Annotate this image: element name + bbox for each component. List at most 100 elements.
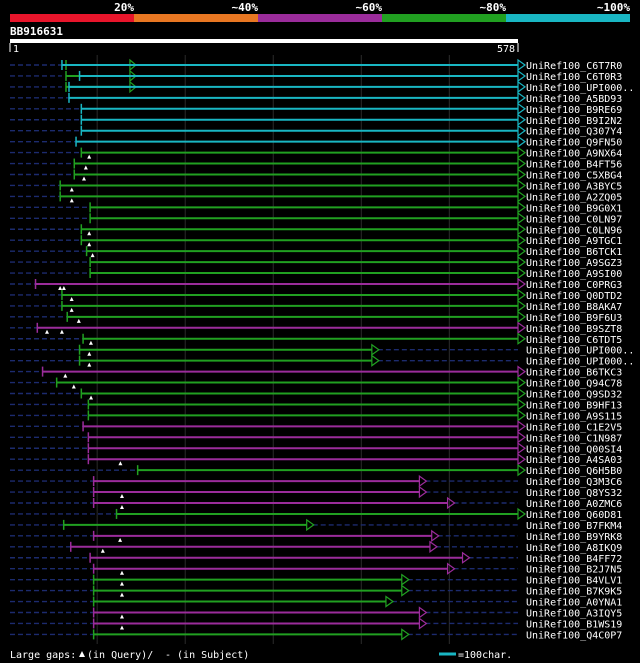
- hit-row[interactable]: UniRef100_C1N987: [10, 431, 622, 444]
- hit-label[interactable]: UniRef100_C6T0R3: [526, 72, 622, 83]
- hit-label[interactable]: UniRef100_B7FKM4: [526, 521, 622, 532]
- hit-label[interactable]: UniRef100_A8IKQ9: [526, 543, 622, 554]
- hit-row[interactable]: UniRef100_A0ZMC6: [10, 496, 622, 510]
- hit-label[interactable]: UniRef100_C6T7R0: [526, 61, 622, 72]
- hit-label[interactable]: UniRef100_Q94C78: [526, 379, 622, 390]
- hit-label[interactable]: UniRef100_Q307Y4: [526, 127, 622, 138]
- hit-row[interactable]: UniRef100_B9G0X1: [10, 201, 622, 214]
- hit-label[interactable]: UniRef100_B9YRK8: [526, 532, 622, 543]
- hit-label[interactable]: UniRef100_B9RE69: [526, 105, 622, 116]
- hit-label[interactable]: UniRef100_C0LN97: [526, 214, 622, 225]
- hit-row[interactable]: UniRef100_C6TDT5: [10, 332, 622, 346]
- hit-label[interactable]: UniRef100_C0PRG3: [526, 280, 622, 291]
- hit-label[interactable]: UniRef100_A5BD93: [526, 94, 622, 105]
- hit-label[interactable]: UniRef100_B9I2N2: [526, 116, 622, 127]
- hit-label[interactable]: UniRef100_UPI000..: [526, 346, 634, 357]
- hit-label[interactable]: UniRef100_A0YNA1: [526, 598, 622, 609]
- hit-row[interactable]: UniRef100_B7FKM4: [10, 518, 622, 532]
- hit-row[interactable]: UniRef100_C6T7R0: [10, 58, 622, 72]
- hit-row[interactable]: UniRef100_UPI000..: [10, 354, 634, 368]
- hit-row[interactable]: UniRef100_A5BD93: [10, 91, 622, 105]
- hit-label[interactable]: UniRef100_UPI000..: [526, 357, 634, 368]
- hit-row[interactable]: UniRef100_Q4C0P7: [10, 628, 622, 641]
- hit-label[interactable]: UniRef100_Q8YS32: [526, 488, 622, 499]
- hit-row[interactable]: UniRef100_A8IKQ9: [10, 540, 622, 554]
- hit-label[interactable]: UniRef100_Q0DTD2: [526, 291, 622, 302]
- hit-row[interactable]: UniRef100_C1E2V5: [10, 420, 622, 433]
- hit-label[interactable]: UniRef100_B9G0X1: [526, 203, 622, 214]
- hit-row[interactable]: UniRef100_B9F6U3: [10, 310, 622, 324]
- hit-row[interactable]: UniRef100_B6TKC3: [10, 365, 622, 379]
- hit-row[interactable]: UniRef100_Q60D81: [10, 507, 622, 521]
- hit-label[interactable]: UniRef100_Q9SD32: [526, 390, 622, 401]
- hit-row[interactable]: UniRef100_B9I2N2: [10, 113, 622, 127]
- hit-label[interactable]: UniRef100_B4VLV1: [526, 576, 622, 587]
- hit-row[interactable]: UniRef100_Q94C78: [10, 376, 622, 390]
- hit-label[interactable]: UniRef100_B9HF13: [526, 400, 622, 411]
- hit-label[interactable]: UniRef100_B2J7N5: [526, 565, 622, 576]
- hit-row[interactable]: UniRef100_Q00SI4: [10, 442, 622, 455]
- hit-label[interactable]: UniRef100_Q6H5B0: [526, 466, 622, 477]
- hit-label[interactable]: UniRef100_C1N987: [526, 433, 622, 444]
- hit-label[interactable]: UniRef100_UPI000..: [526, 83, 634, 94]
- hit-label[interactable]: UniRef100_A9TGC1: [526, 236, 622, 247]
- hit-row[interactable]: UniRef100_Q6H5B0: [10, 463, 622, 477]
- hit-row[interactable]: UniRef100_C6T0R3: [10, 69, 622, 83]
- hit-row[interactable]: UniRef100_Q0DTD2: [10, 288, 622, 302]
- hit-label[interactable]: UniRef100_B4FF72: [526, 554, 622, 565]
- hit-label[interactable]: UniRef100_A9NX64: [526, 149, 622, 160]
- hit-row[interactable]: UniRef100_A9TGC1: [10, 234, 622, 247]
- hit-row[interactable]: UniRef100_B9HF13: [10, 398, 622, 411]
- hit-row[interactable]: UniRef100_B6TCK1: [10, 244, 622, 258]
- hit-row[interactable]: UniRef100_C5XBG4: [10, 168, 622, 182]
- hit-row[interactable]: UniRef100_C0PRG3: [10, 277, 622, 291]
- hit-row[interactable]: UniRef100_B9RE69: [10, 102, 622, 116]
- hit-label[interactable]: UniRef100_A3IQY5: [526, 609, 622, 620]
- hit-row[interactable]: UniRef100_UPI000..: [10, 343, 634, 357]
- hit-label[interactable]: UniRef100_A3BYC5: [526, 181, 622, 192]
- hit-label[interactable]: UniRef100_B1WS19: [526, 619, 622, 630]
- hit-row[interactable]: UniRef100_Q8YS32: [10, 485, 622, 499]
- hit-row[interactable]: UniRef100_A2ZQ05: [10, 190, 622, 203]
- hit-label[interactable]: UniRef100_B4FT56: [526, 160, 622, 171]
- hit-label[interactable]: UniRef100_A2ZQ05: [526, 192, 622, 203]
- hit-row[interactable]: UniRef100_A9SI00: [10, 266, 622, 280]
- hit-label[interactable]: UniRef100_A9SGZ3: [526, 258, 622, 269]
- hit-row[interactable]: UniRef100_UPI000..: [10, 80, 634, 94]
- hit-label[interactable]: UniRef100_B9F6U3: [526, 313, 622, 324]
- hit-row[interactable]: UniRef100_C0LN97: [10, 212, 622, 225]
- hit-label[interactable]: UniRef100_Q3M3C6: [526, 477, 622, 488]
- hit-label[interactable]: UniRef100_Q4C0P7: [526, 630, 622, 641]
- hit-row[interactable]: UniRef100_A3BYC5: [10, 179, 622, 192]
- hit-row[interactable]: UniRef100_A0YNA1: [10, 595, 622, 609]
- hit-row[interactable]: UniRef100_B4FF72: [10, 551, 622, 565]
- hit-row[interactable]: UniRef100_A9S115: [10, 409, 622, 422]
- hit-row[interactable]: UniRef100_A4SA03: [10, 453, 622, 466]
- hit-row[interactable]: UniRef100_B4FT56: [10, 157, 622, 171]
- hit-label[interactable]: UniRef100_A9SI00: [526, 269, 622, 280]
- hit-row[interactable]: UniRef100_Q3M3C6: [10, 474, 622, 488]
- hit-row[interactable]: UniRef100_Q9FN50: [10, 135, 622, 149]
- hit-row[interactable]: UniRef100_B9SZT8: [10, 321, 622, 335]
- hit-label[interactable]: UniRef100_B8AKA7: [526, 302, 622, 313]
- hit-label[interactable]: UniRef100_B6TKC3: [526, 368, 622, 379]
- hit-row[interactable]: UniRef100_A3IQY5: [10, 606, 622, 620]
- hit-row[interactable]: UniRef100_B4VLV1: [10, 573, 622, 587]
- hit-label[interactable]: UniRef100_Q60D81: [526, 510, 622, 521]
- hit-row[interactable]: UniRef100_B1WS19: [10, 617, 622, 630]
- hit-label[interactable]: UniRef100_Q00SI4: [526, 444, 622, 455]
- hit-label[interactable]: UniRef100_C1E2V5: [526, 422, 622, 433]
- hit-row[interactable]: UniRef100_B2J7N5: [10, 562, 622, 576]
- hit-label[interactable]: UniRef100_C6TDT5: [526, 335, 622, 346]
- hit-label[interactable]: UniRef100_A0ZMC6: [526, 499, 622, 510]
- hit-row[interactable]: UniRef100_B9YRK8: [10, 529, 622, 543]
- hit-row[interactable]: UniRef100_A9SGZ3: [10, 255, 622, 269]
- hit-label[interactable]: UniRef100_A4SA03: [526, 455, 622, 466]
- hit-label[interactable]: UniRef100_B6TCK1: [526, 247, 622, 258]
- hit-label[interactable]: UniRef100_A9S115: [526, 411, 622, 422]
- hit-label[interactable]: UniRef100_C0LN96: [526, 225, 622, 236]
- hit-row[interactable]: UniRef100_C0LN96: [10, 223, 622, 236]
- hit-row[interactable]: UniRef100_B7K9K5: [10, 584, 622, 598]
- hit-row[interactable]: UniRef100_A9NX64: [10, 146, 622, 160]
- hit-label[interactable]: UniRef100_C5XBG4: [526, 171, 622, 182]
